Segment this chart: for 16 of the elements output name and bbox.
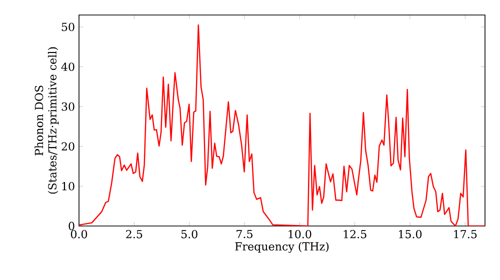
y-tick-label: 0 (68, 222, 74, 230)
x-axis-title: Frequency (THz) (235, 242, 329, 253)
y-tick-label: 10 (62, 182, 74, 190)
y-tick-label: 30 (62, 102, 74, 111)
x-tick-label: 12.5 (344, 230, 366, 238)
x-tick-label: 15.0 (399, 230, 422, 238)
x-tick-label: 5.0 (181, 230, 198, 238)
y-tick-label: 20 (62, 142, 74, 151)
x-tick-label: 2.5 (126, 230, 142, 238)
y-tick-label: 50 (62, 22, 74, 32)
y-tick-label: 40 (61, 62, 74, 71)
x-tick-label: 10.0 (288, 230, 312, 238)
x-tick-label: 0.0 (70, 230, 88, 238)
y-axis-title: Phonon DOS (States/THz·primitive cell) (34, 47, 59, 194)
x-tick-label: 7.5 (236, 230, 252, 238)
x-tick-label: 17.5 (454, 230, 477, 238)
